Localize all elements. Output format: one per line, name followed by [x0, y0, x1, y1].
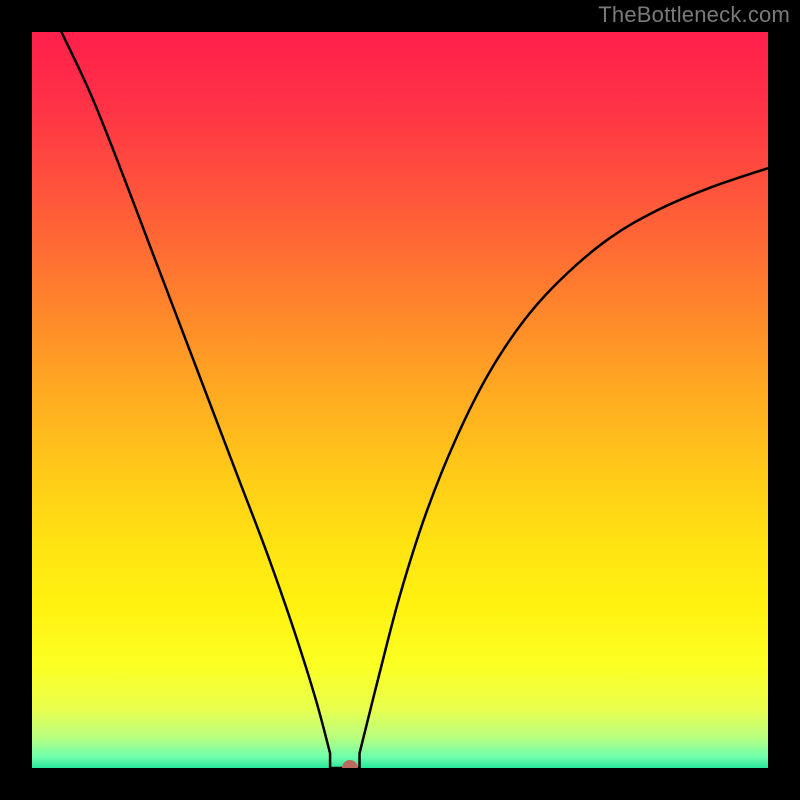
bottleneck-curve [61, 32, 768, 768]
chart-root: TheBottleneck.com [0, 0, 800, 800]
watermark-text: TheBottleneck.com [598, 2, 790, 28]
minimum-marker [342, 760, 358, 768]
plot-area [32, 32, 768, 768]
curve-layer [32, 32, 768, 768]
